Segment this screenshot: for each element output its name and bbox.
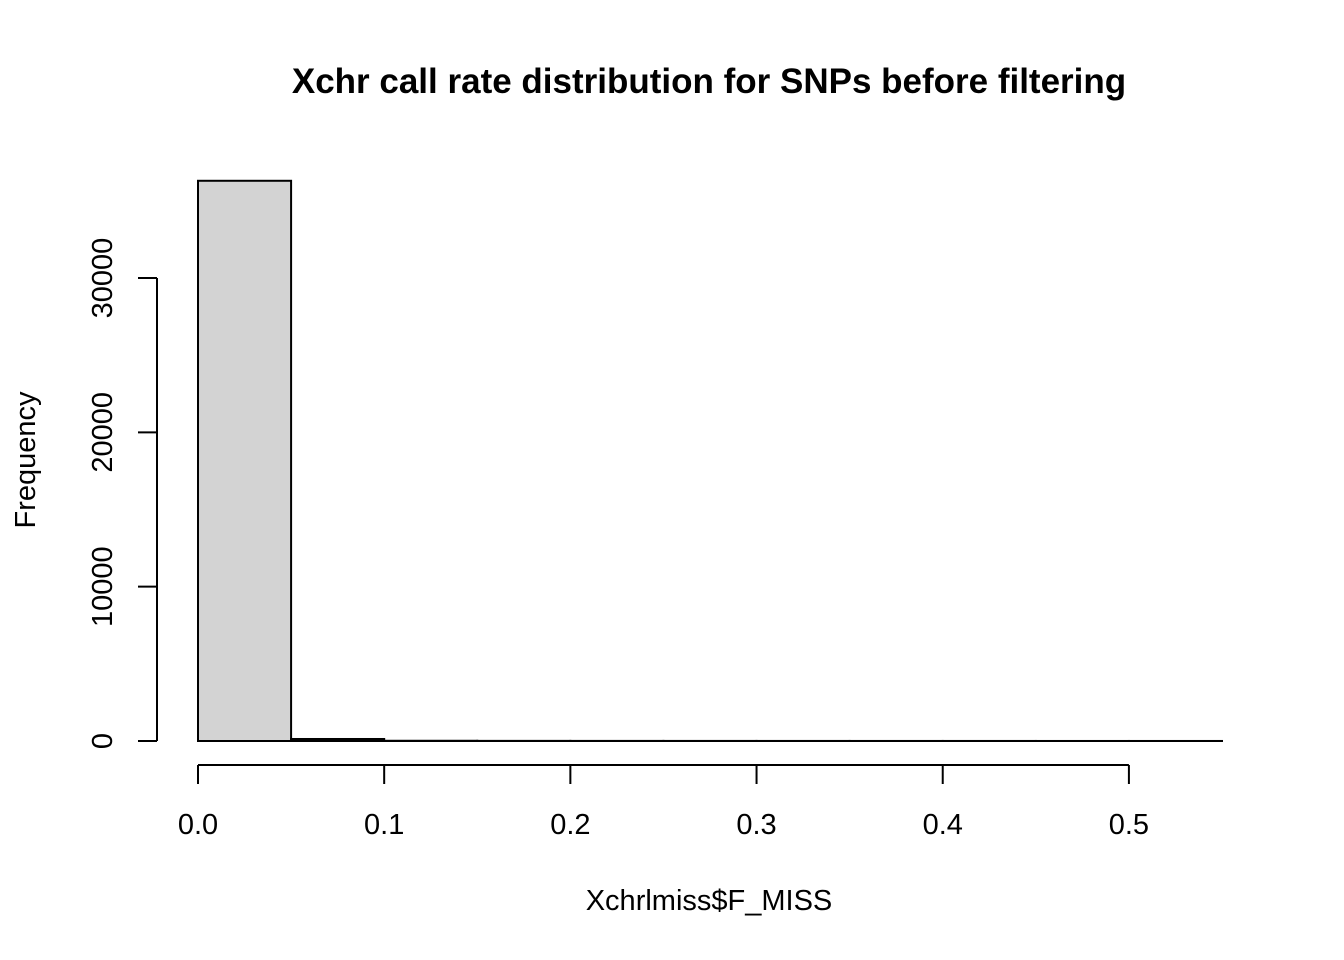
y-axis-label: Frequency: [10, 391, 42, 529]
y-tick-label-3: 30000: [87, 238, 119, 319]
x-tick-label-1: 0.1: [364, 809, 404, 841]
histogram-bars: [197, 179, 1223, 743]
y-tick-label-1: 10000: [87, 546, 119, 627]
x-tick-label-2: 0.2: [550, 809, 590, 841]
x-tick-label-0: 0.0: [178, 809, 218, 841]
x-tick-label-3: 0.3: [736, 809, 776, 841]
x-tick-label-5: 0.5: [1109, 809, 1149, 841]
y-tick-label-2: 20000: [87, 392, 119, 473]
y-axis: 0 10000 20000 30000: [87, 238, 158, 749]
histogram-bar-0: [197, 179, 293, 742]
y-tick-label-0: 0: [87, 733, 119, 749]
x-tick-label-4: 0.4: [923, 809, 963, 841]
x-axis-label: Xchrlmiss$F_MISS: [586, 885, 833, 917]
histogram-bar-1: [290, 737, 386, 743]
x-axis: 0.0 0.1 0.2 0.3 0.4 0.5: [178, 764, 1149, 841]
chart-title: Xchr call rate distribution for SNPs bef…: [292, 62, 1126, 101]
